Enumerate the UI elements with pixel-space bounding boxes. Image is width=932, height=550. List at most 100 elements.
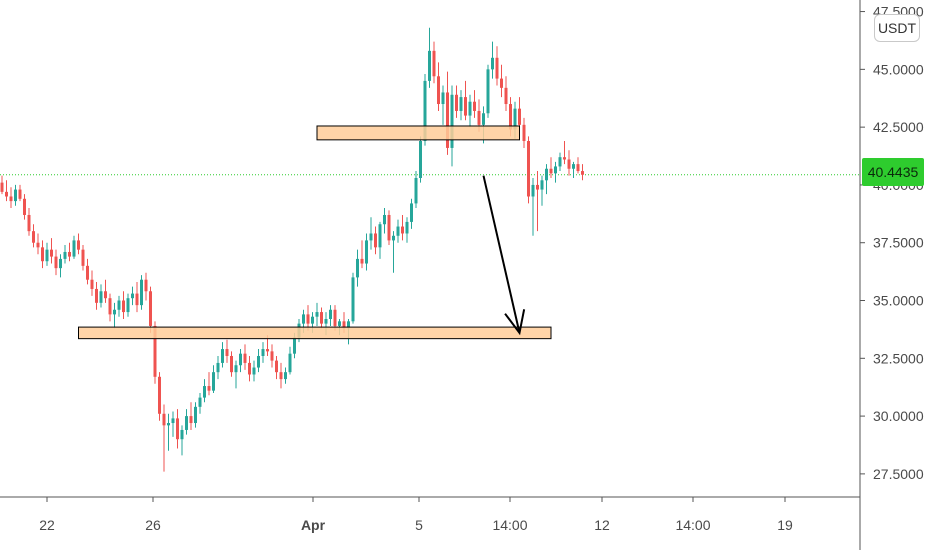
candle-body <box>360 258 364 264</box>
candle <box>171 411 175 437</box>
arrow-shaft[interactable] <box>482 175 521 334</box>
candle <box>558 152 562 172</box>
price-zone[interactable] <box>316 125 520 141</box>
candle-body <box>221 349 224 363</box>
candle <box>176 409 179 449</box>
candle-body <box>491 57 494 70</box>
candle <box>108 293 112 322</box>
candle-body <box>549 168 553 174</box>
projection-arrow[interactable] <box>482 175 526 336</box>
support-resistance-zones[interactable] <box>78 125 552 340</box>
candle-body <box>108 298 112 315</box>
candle-body <box>36 242 40 248</box>
candle <box>32 224 35 248</box>
arrow-head[interactable] <box>504 309 526 336</box>
candle-body <box>243 353 247 363</box>
candle <box>306 305 310 331</box>
candle-body <box>234 365 238 373</box>
candle <box>239 349 242 373</box>
candle-body <box>477 110 481 125</box>
price-zone[interactable] <box>78 326 552 340</box>
candle-body <box>230 355 233 373</box>
candle-body <box>248 362 251 375</box>
currency-badge[interactable]: USDT <box>874 14 920 42</box>
price-tick-label: 27.5000 <box>873 466 924 482</box>
candle <box>378 221 382 259</box>
candle-body <box>216 362 220 373</box>
candle-body <box>315 312 319 317</box>
candle <box>140 275 143 310</box>
candle <box>135 282 139 313</box>
candle <box>117 295 121 317</box>
candle <box>158 372 161 421</box>
candle <box>234 360 238 389</box>
price-axis[interactable]: 47.500045.000042.500040.000037.500035.00… <box>860 4 924 482</box>
candle <box>86 258 89 285</box>
candle <box>527 136 530 204</box>
candle-body <box>347 321 350 329</box>
candle <box>504 76 508 111</box>
candle-body <box>311 316 314 324</box>
candle-body <box>18 189 22 199</box>
candle <box>81 245 85 271</box>
candle <box>581 164 584 181</box>
candle-body <box>365 240 368 264</box>
candle-body <box>144 279 148 292</box>
candle <box>68 242 71 262</box>
candle-body <box>239 353 242 366</box>
candle-body <box>387 214 391 241</box>
candle-body <box>468 101 472 116</box>
candle <box>63 245 67 264</box>
candle-body <box>81 249 85 266</box>
candle <box>428 27 431 88</box>
price-tick-label: 45.0000 <box>873 61 924 77</box>
price-tick-label: 37.5000 <box>873 235 924 251</box>
candle <box>576 157 580 174</box>
candle <box>441 85 445 125</box>
candle <box>50 238 53 264</box>
candle-body <box>171 418 175 424</box>
candle <box>360 240 364 269</box>
candle-body <box>482 113 485 125</box>
candle <box>144 272 148 301</box>
candle <box>126 293 130 317</box>
candle <box>18 184 22 202</box>
candle-body <box>414 177 418 204</box>
candle <box>279 362 283 389</box>
candle-body <box>176 418 179 440</box>
candle-body <box>117 300 121 310</box>
candle <box>473 90 476 118</box>
time-tick-label: 22 <box>39 517 55 533</box>
candle <box>356 249 359 287</box>
candle-body <box>437 76 440 105</box>
candle <box>212 365 215 393</box>
candle <box>95 282 98 310</box>
candle-body <box>293 337 296 354</box>
time-axis[interactable]: 22 26 Apr 5 14:00 12 14:00 19 <box>39 497 793 533</box>
price-tick-label: 32.5000 <box>873 350 924 366</box>
candle-body <box>401 226 404 234</box>
candle-body <box>180 429 184 440</box>
candle-body <box>374 233 377 248</box>
candle-body <box>342 321 346 329</box>
candle <box>536 171 539 232</box>
candles <box>0 27 584 472</box>
candle-body <box>54 256 58 269</box>
candle-body <box>122 300 125 313</box>
candle <box>315 302 319 326</box>
candle-body <box>104 291 107 299</box>
candle-body <box>59 258 62 269</box>
candle-body <box>257 355 260 368</box>
candle <box>401 214 404 241</box>
candle-body <box>189 416 193 424</box>
candle-body <box>536 184 539 190</box>
candle <box>554 161 557 183</box>
candle <box>99 284 103 308</box>
candle <box>45 242 49 266</box>
candle <box>113 302 116 329</box>
candle-body <box>284 372 287 380</box>
candle-body <box>450 94 454 148</box>
candle <box>77 233 80 255</box>
candle-body <box>203 386 206 398</box>
